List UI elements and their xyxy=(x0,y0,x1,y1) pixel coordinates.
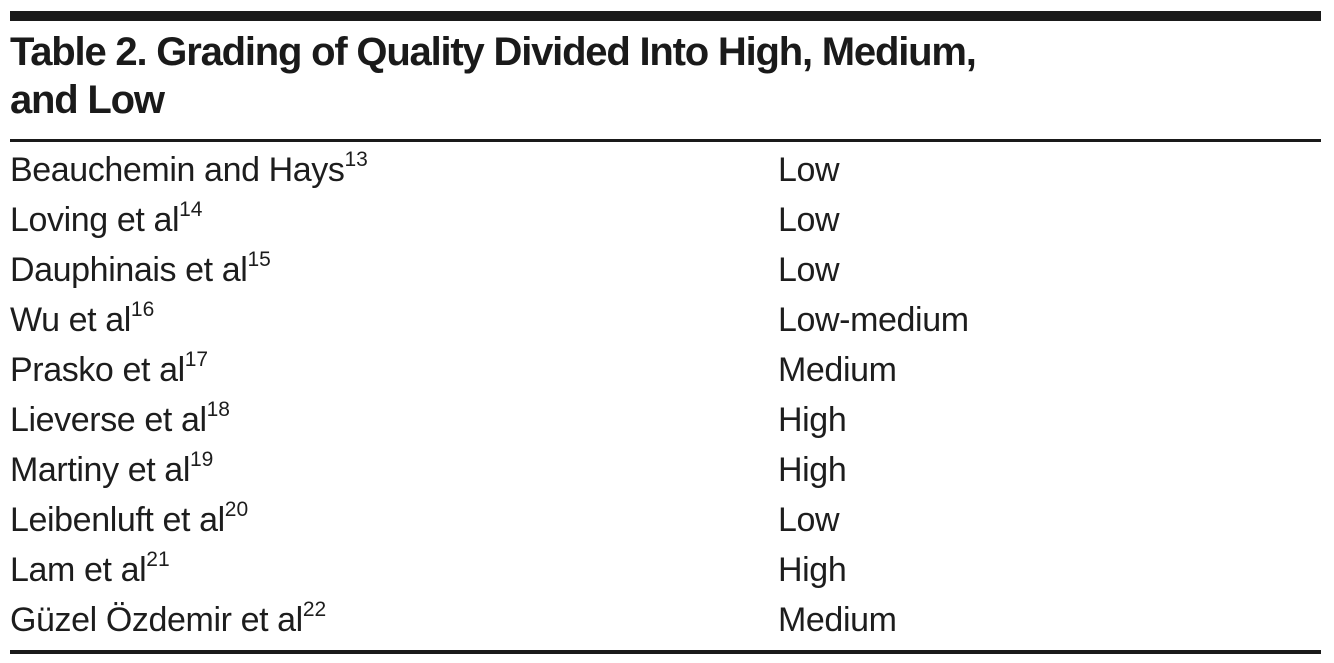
table-row: Beauchemin and Hays13 Low xyxy=(10,145,1321,195)
study-citation: Lam et al21 xyxy=(10,548,778,590)
reference-superscript: 20 xyxy=(224,498,249,522)
study-citation: Loving et al14 xyxy=(10,198,778,240)
table-row: Lieverse et al18 High xyxy=(10,395,1321,445)
reference-superscript: 15 xyxy=(247,248,271,272)
study-citation: Martiny et al19 xyxy=(10,448,778,490)
table-row: Lam et al21 High xyxy=(10,545,1321,595)
grade-value: Low xyxy=(778,200,840,239)
study-name: Prasko et al xyxy=(10,350,185,389)
study-name: Güzel Özdemir et al xyxy=(10,600,303,639)
table-title-line-1: Table 2. Grading of Quality Divided Into… xyxy=(10,30,977,74)
study-name: Loving et al xyxy=(10,200,180,239)
table-row: Wu et al16 Low-medium xyxy=(10,295,1321,345)
grade-value: High xyxy=(778,450,847,489)
study-name: Martiny et al xyxy=(10,450,190,489)
grade-value: Low xyxy=(778,150,840,189)
table-row: Dauphinais et al15 Low xyxy=(10,245,1321,295)
study-name: Lam et al xyxy=(10,550,147,589)
study-citation: Wu et al16 xyxy=(10,298,778,340)
grade-value: High xyxy=(778,400,847,439)
reference-superscript: 17 xyxy=(184,348,209,372)
study-name: Wu et al xyxy=(10,300,131,339)
table-row: Loving et al14 Low xyxy=(10,195,1321,245)
table-title: Table 2. Grading of Quality Divided Into… xyxy=(10,28,1321,124)
table-bottom-rule xyxy=(10,650,1321,654)
reference-superscript: 19 xyxy=(189,448,214,472)
table-row: Martiny et al19 High xyxy=(10,445,1321,495)
grade-value: High xyxy=(778,550,847,589)
study-name: Lieverse et al xyxy=(10,400,207,439)
study-citation: Dauphinais et al15 xyxy=(10,248,778,290)
table-title-line-2: and Low xyxy=(10,78,165,122)
table-row: Leibenluft et al20 Low xyxy=(10,495,1321,545)
table-body: Beauchemin and Hays13 Low Loving et al14 Lo… xyxy=(10,145,1321,645)
reference-superscript: 13 xyxy=(344,148,368,172)
study-name: Dauphinais et al xyxy=(10,250,248,289)
reference-superscript: 18 xyxy=(206,398,230,422)
study-citation: Güzel Özdemir et al22 xyxy=(10,598,778,640)
grade-value: Low xyxy=(778,500,840,539)
table-header-rule xyxy=(10,139,1321,142)
reference-superscript: 22 xyxy=(302,598,327,622)
table-top-rule xyxy=(10,11,1321,21)
grade-value: Medium xyxy=(778,600,897,639)
study-name: Leibenluft et al xyxy=(10,500,225,539)
reference-superscript: 21 xyxy=(146,548,170,572)
grade-value: Low-medium xyxy=(778,300,969,339)
table-row: Prasko et al17 Medium xyxy=(10,345,1321,395)
study-citation: Lieverse et al18 xyxy=(10,398,778,440)
grade-value: Medium xyxy=(778,350,897,389)
reference-superscript: 14 xyxy=(179,198,203,222)
study-name: Beauchemin and Hays xyxy=(10,150,345,189)
grade-value: Low xyxy=(778,250,840,289)
reference-superscript: 16 xyxy=(130,298,155,322)
study-citation: Beauchemin and Hays13 xyxy=(10,148,778,190)
study-citation: Leibenluft et al20 xyxy=(10,498,778,540)
study-citation: Prasko et al17 xyxy=(10,348,778,390)
table-row: Güzel Özdemir et al22 Medium xyxy=(10,595,1321,645)
